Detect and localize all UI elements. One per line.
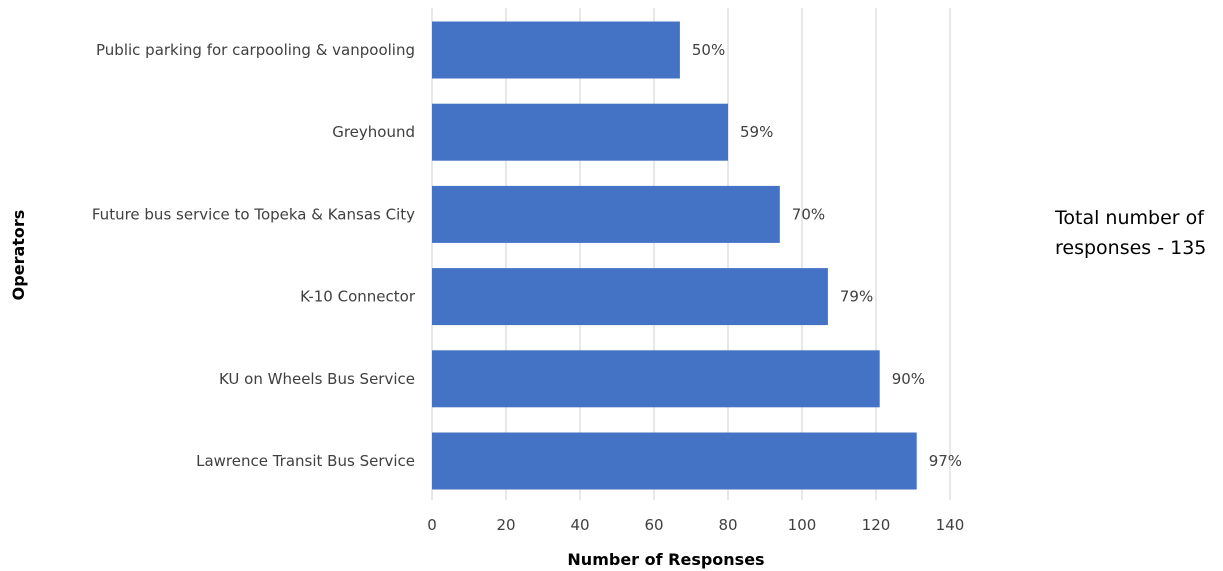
gridlines (431, 8, 951, 500)
data-label: 97% (929, 452, 962, 470)
data-label: 59% (740, 123, 773, 141)
x-axis-title: Number of Responses (567, 550, 764, 569)
data-label: 79% (840, 288, 873, 306)
category-labels: Public parking for carpooling & vanpooli… (92, 41, 416, 470)
total-responses-note: Total number of responses - 135 (1055, 207, 1207, 259)
x-tick-label: 20 (496, 516, 515, 534)
x-tick-label: 140 (936, 516, 965, 534)
bars (432, 21, 917, 490)
bar (432, 21, 680, 79)
category-label: K-10 Connector (300, 288, 416, 306)
bar (432, 103, 728, 161)
x-tick-label: 60 (644, 516, 663, 534)
category-label: Public parking for carpooling & vanpooli… (96, 41, 415, 59)
x-tick-label: 0 (427, 516, 437, 534)
category-label: Greyhound (332, 123, 415, 141)
data-label: 50% (692, 41, 725, 59)
bar (432, 432, 917, 490)
data-label: 70% (792, 205, 825, 223)
category-label: Lawrence Transit Bus Service (196, 452, 415, 470)
x-tick-label: 40 (570, 516, 589, 534)
category-label: Future bus service to Topeka & Kansas Ci… (92, 205, 415, 223)
data-labels: 50% 59% 70% 79% 90% 97% (692, 41, 962, 470)
category-label: KU on Wheels Bus Service (219, 370, 415, 388)
bar (432, 350, 880, 408)
data-label: 90% (892, 370, 925, 388)
x-tick-label: 100 (788, 516, 817, 534)
x-tick-label: 120 (862, 516, 891, 534)
bar (432, 185, 780, 243)
x-tick-labels: 0 20 40 60 80 100 120 140 (427, 516, 964, 534)
bar (432, 268, 828, 326)
x-tick-label: 80 (718, 516, 737, 534)
y-axis-title: Operators (9, 210, 28, 301)
